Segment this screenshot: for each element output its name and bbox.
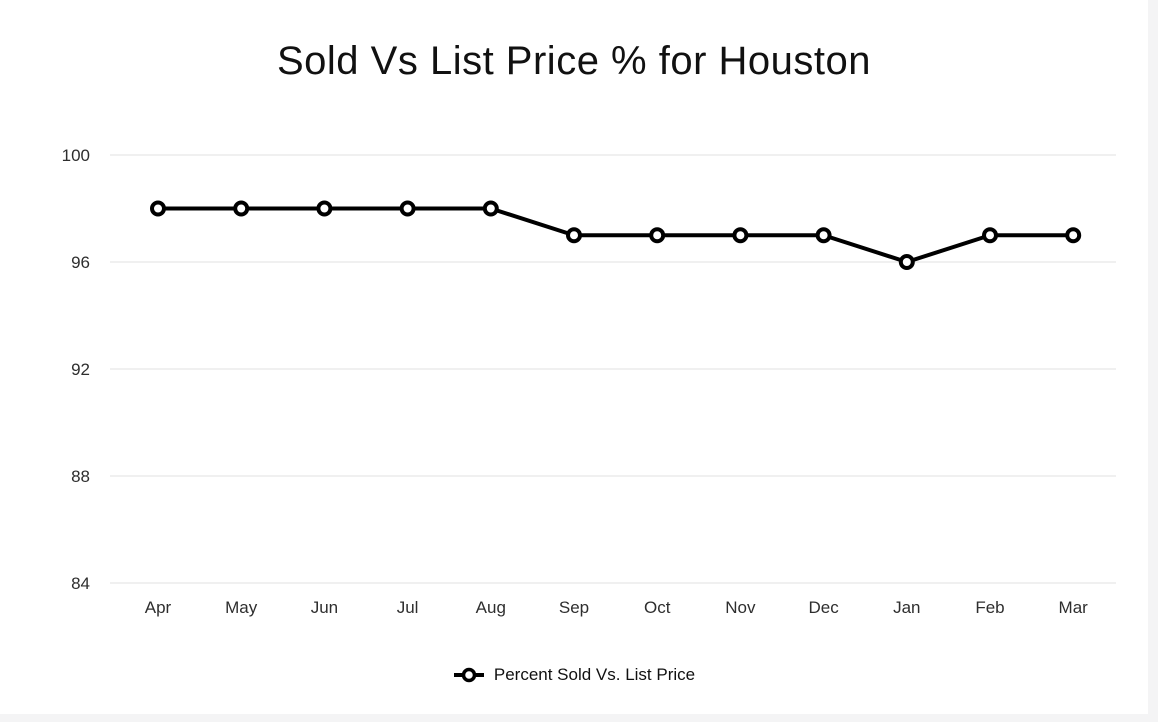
y-axis-tick-label: 96	[71, 253, 90, 272]
x-axis-tick-label: Aug	[476, 598, 506, 617]
y-axis-tick-label: 84	[71, 574, 90, 593]
chart-title: Sold Vs List Price % for Houston	[276, 39, 872, 83]
y-axis-tick-label: 92	[71, 360, 90, 379]
x-axis-tick-label: Mar	[1059, 598, 1089, 617]
data-point-marker[interactable]	[482, 200, 499, 217]
data-point-marker[interactable]	[150, 200, 166, 217]
x-axis-tick-label: May	[225, 598, 258, 617]
x-axis-tick-label: Apr	[145, 598, 172, 617]
x-axis-tick-label: Jun	[311, 598, 338, 617]
x-axis-tick-label: Nov	[725, 598, 756, 617]
x-axis-tick-label: Oct	[644, 598, 671, 617]
x-axis-tick-label: Jan	[893, 598, 920, 617]
data-point-marker[interactable]	[566, 227, 582, 244]
line-chart-canvas: 100 96 92 88 84 Apr May Jun Jul Aug Sep Oct Nov Dec Ja…	[62, 146, 1116, 617]
data-point-marker[interactable]	[399, 200, 416, 217]
x-axis-tick-label: Feb	[975, 598, 1004, 617]
data-point-marker[interactable]	[233, 200, 250, 217]
y-axis-tick-label: 100	[62, 146, 90, 165]
x-axis-tick-label: Sep	[559, 598, 589, 617]
x-axis-tick-label: Jul	[397, 598, 419, 617]
legend[interactable]: Percent Sold Vs. List Price	[0, 665, 1148, 685]
series-line	[156, 206, 1076, 265]
data-point-marker[interactable]	[898, 254, 915, 271]
data-point-marker[interactable]	[815, 227, 832, 244]
y-axis-tick-label: 88	[71, 467, 90, 486]
x-axis-tick-label: Dec	[808, 598, 839, 617]
data-point-marker[interactable]	[982, 227, 998, 244]
data-point-marker[interactable]	[649, 227, 666, 244]
plot-area: 100 96 92 88 84 Apr May Jun Jul Aug Sep Oct Nov Dec Ja…	[0, 119, 1148, 629]
legend-series-label: Percent Sold Vs. List Price	[493, 665, 696, 685]
data-point-marker[interactable]	[1065, 227, 1082, 244]
data-point-marker[interactable]	[316, 200, 333, 217]
data-point-marker[interactable]	[732, 227, 749, 244]
open-circle-on-line-icon	[453, 667, 484, 683]
